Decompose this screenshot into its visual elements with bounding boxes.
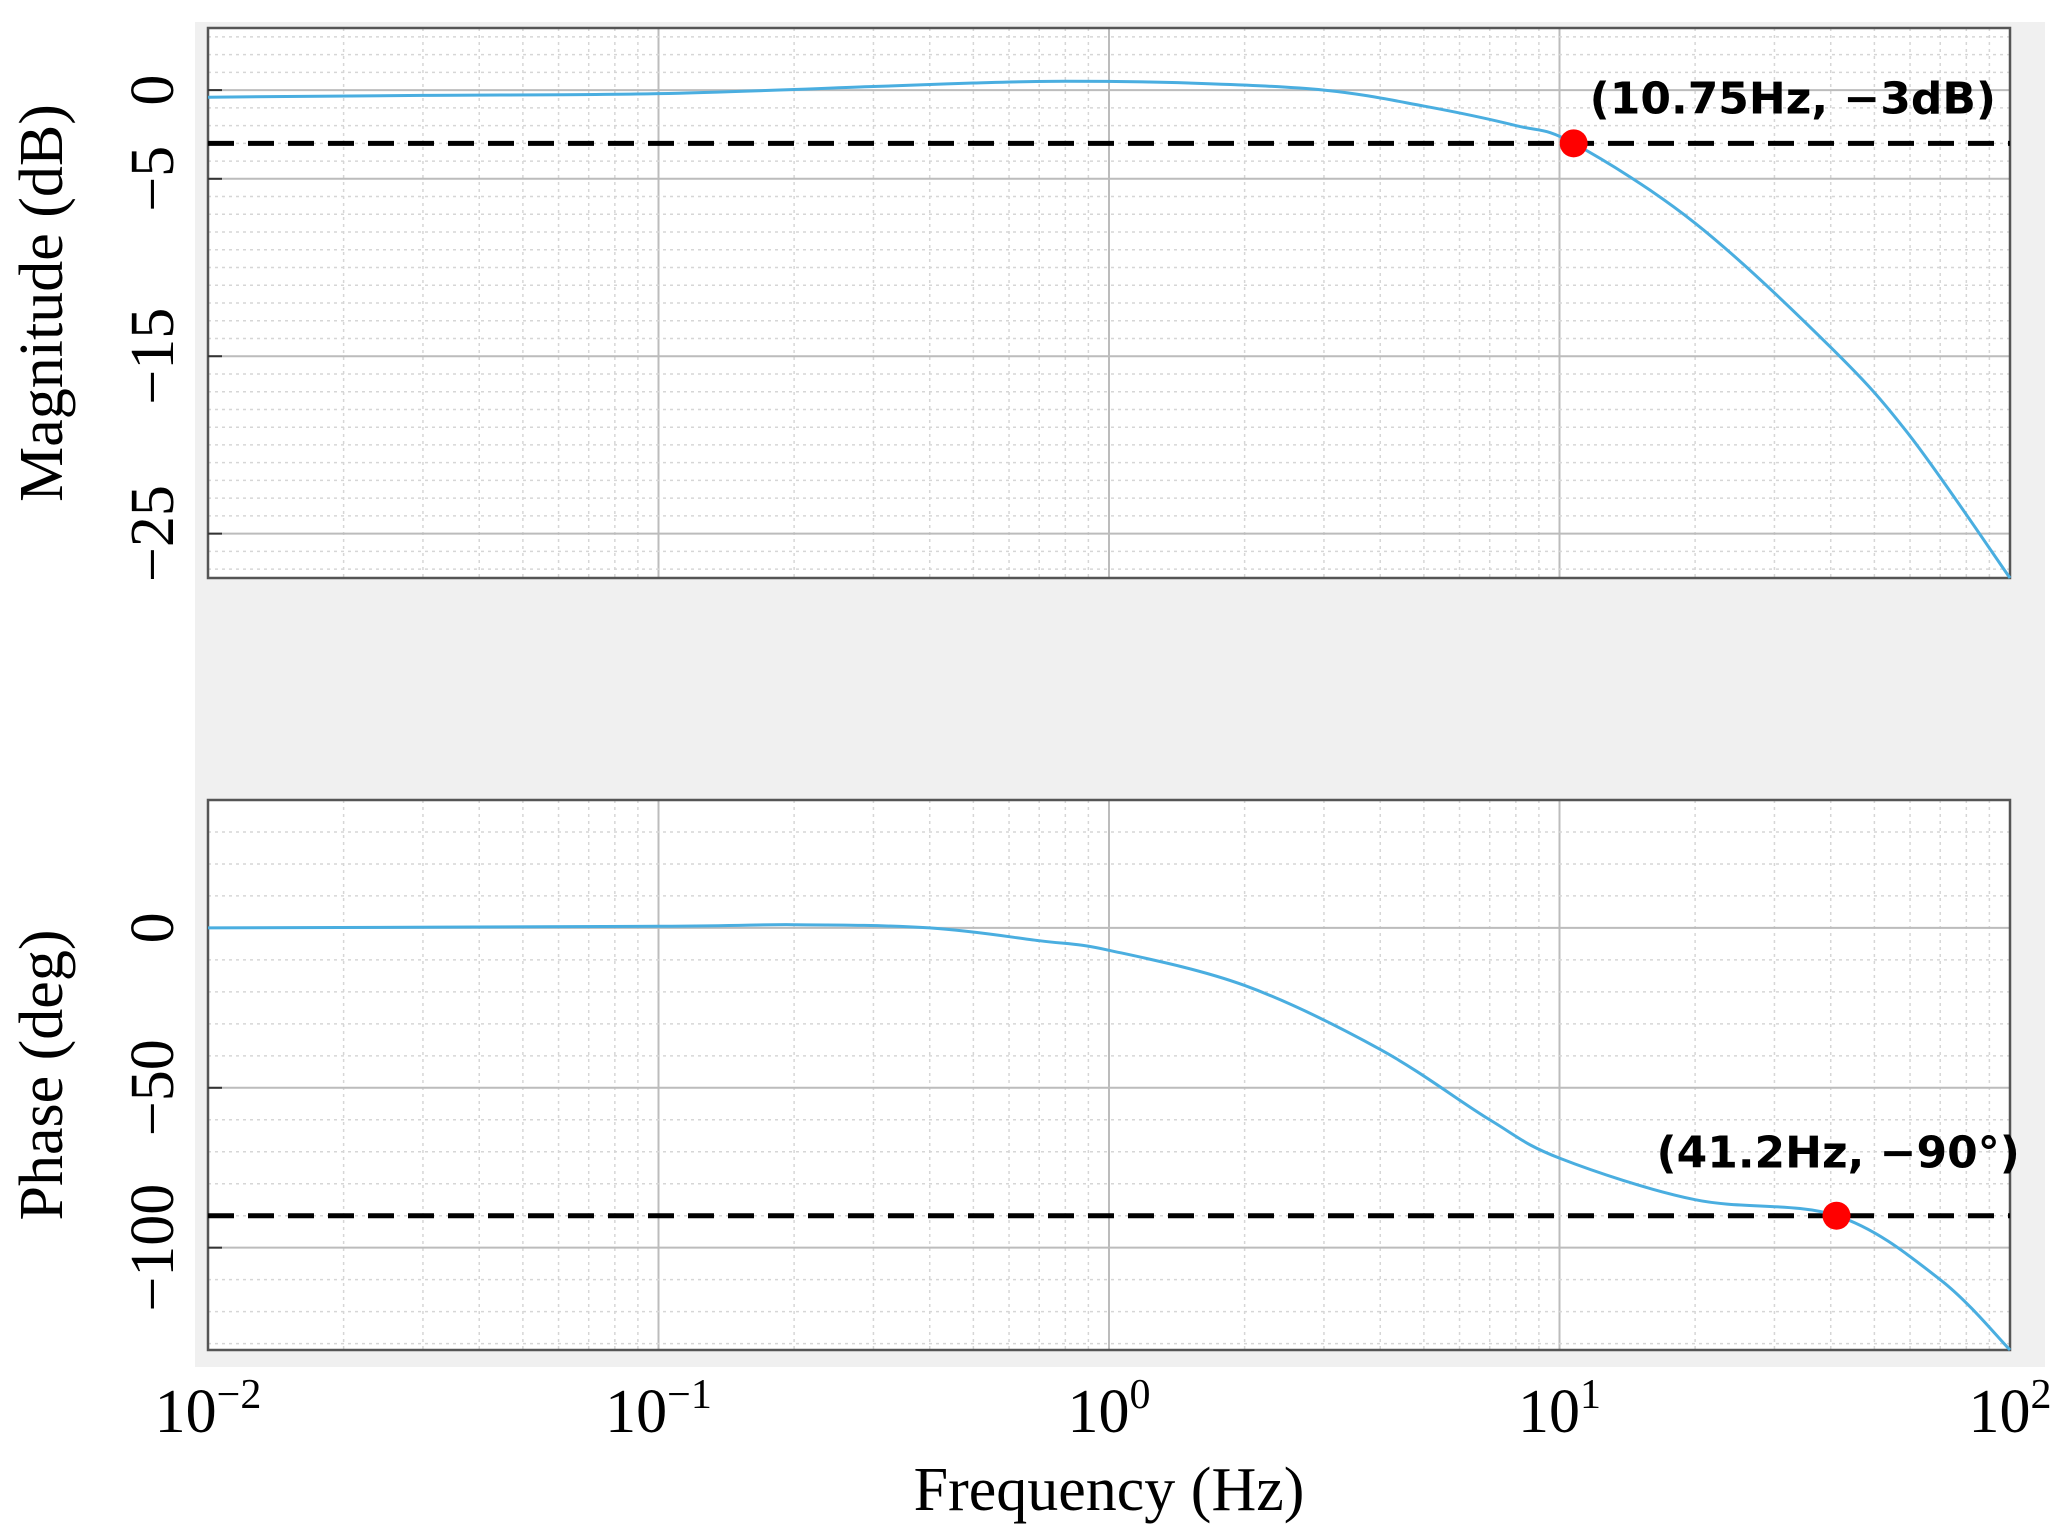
x-tick-label: 101 — [1518, 1372, 1601, 1446]
phase-marker-point — [1822, 1201, 1851, 1230]
magnitude-axes-frame — [206, 26, 2012, 580]
x-tick-label: 102 — [1969, 1372, 2052, 1446]
x-tick-label: 10−2 — [155, 1372, 262, 1446]
magnitude-marker-point — [1559, 129, 1588, 158]
y-tick-label: −5 — [119, 146, 187, 212]
y-tick-label: −100 — [119, 1184, 187, 1312]
x-tick-label: 10−1 — [605, 1372, 712, 1446]
phase-axes-frame — [206, 798, 2012, 1352]
phase-annotation: (41.2Hz, −90°) — [1657, 1128, 2020, 1179]
phase-response-curve — [207, 923, 2012, 1352]
magnitude-y-axis-label: Magnitude (dB) — [8, 104, 76, 502]
y-tick-label: −15 — [119, 308, 187, 405]
y-tick-label: −50 — [119, 1039, 187, 1136]
y-tick-label: 0 — [119, 912, 187, 943]
phase-y-axis-label: Phase (deg) — [8, 930, 76, 1221]
y-tick-label: −25 — [119, 485, 187, 582]
x-tick-label: 100 — [1068, 1372, 1151, 1446]
magnitude-annotation: (10.75Hz, −3dB) — [1590, 73, 1996, 124]
magnitude-axes: 0 −5 −15 −25 Magnitude (dB) (10.75Hz, −3dB) — [8, 26, 2012, 582]
phase-axes: 0 −50 −100 Phase (deg) (41.2Hz, −90°) 10−2 10−… — [8, 798, 2052, 1524]
x-axis-label: Frequency (Hz) — [914, 1456, 1305, 1524]
y-tick-label: 0 — [119, 75, 187, 106]
magnitude-response-curve — [207, 79, 2012, 579]
